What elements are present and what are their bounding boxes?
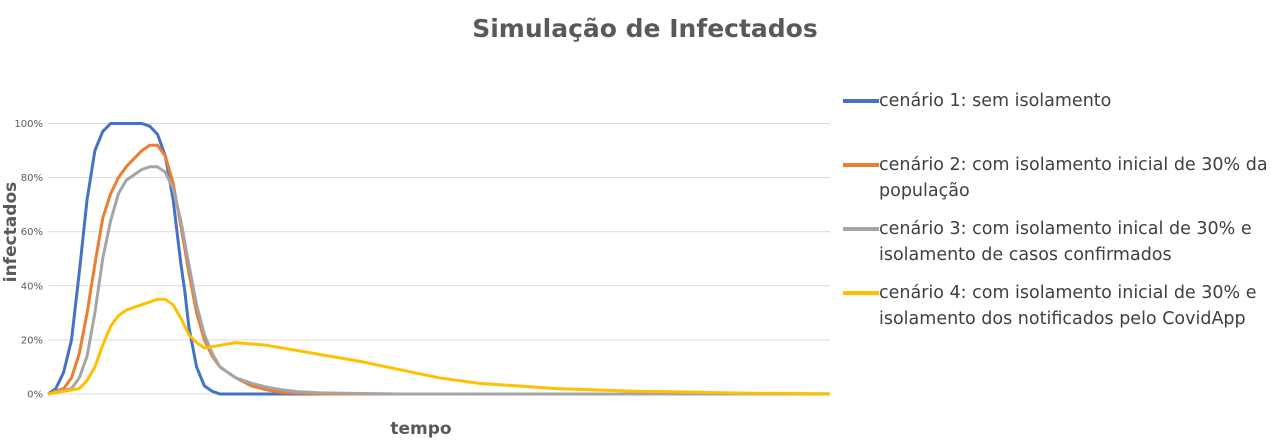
series-lines [47,122,831,396]
legend-swatch-cenario-3 [843,227,879,231]
legend-swatch-cenario-4 [843,291,879,295]
series-line-cenario-1 [47,122,830,396]
legend-item-cenario-1: cenário 1: sem isolamento [843,88,1277,114]
series-line-cenario-3 [47,165,830,396]
y-axis-title: infectados [1,182,21,283]
legend-label-cenario-4: cenário 4: com isolamento inicial de 30%… [879,283,1257,329]
legend-label-cenario-2: cenário 2: com isolamento inicial de 30%… [879,155,1268,201]
y-tick-label: 0% [27,390,43,401]
legend-item-cenario-4: cenário 4: com isolamento inicial de 30%… [843,280,1277,332]
series-line-cenario-2 [47,143,830,396]
x-axis-title: tempo [390,419,451,439]
legend-label-cenario-1: cenário 1: sem isolamento [879,91,1112,111]
legend-label-cenario-3: cenário 3: com isolamento inical de 30% … [879,219,1252,265]
legend-item-cenario-3: cenário 3: com isolamento inical de 30% … [843,216,1277,268]
y-tick-label: 20% [21,335,43,346]
legend-swatch-cenario-2 [843,163,879,167]
series-line-cenario-4 [47,297,831,396]
y-tick-label: 80% [21,173,43,184]
y-tick-label: 60% [21,227,43,238]
chart-title: Simulação de Infectados [472,14,818,43]
legend-swatch-cenario-1 [843,99,879,103]
y-tick-label: 40% [21,281,43,292]
legend-item-cenario-2: cenário 2: com isolamento inicial de 30%… [843,152,1277,204]
y-tick-label: 100% [14,119,43,130]
y-tick-labels: 0% 20% 40% 60% 80% 100% [14,119,43,400]
